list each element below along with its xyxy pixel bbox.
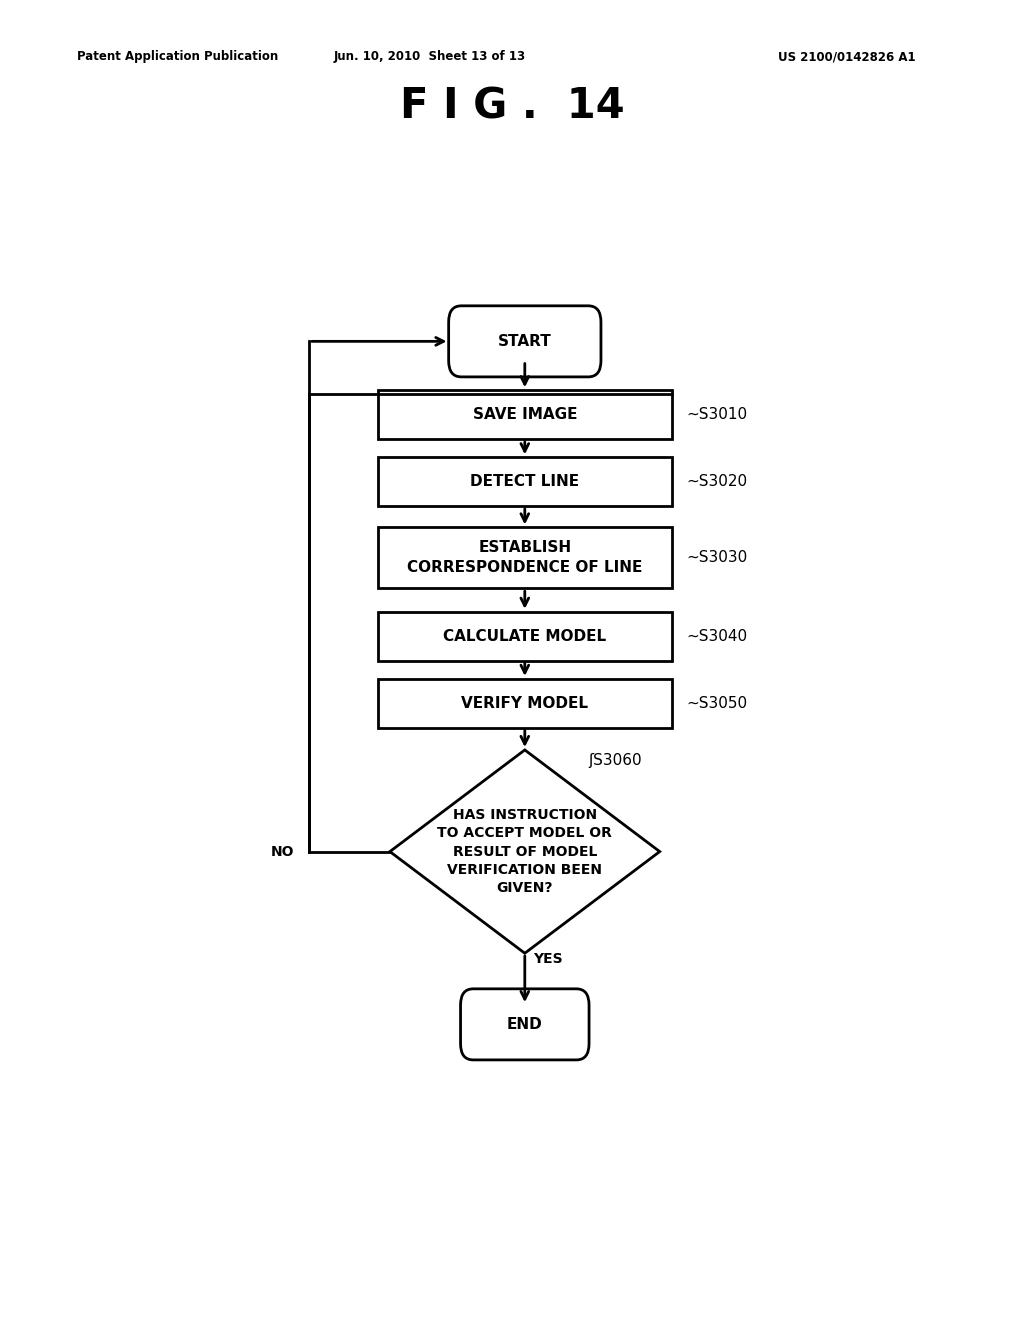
Text: Patent Application Publication: Patent Application Publication [77, 50, 279, 63]
Text: Jun. 10, 2010  Sheet 13 of 13: Jun. 10, 2010 Sheet 13 of 13 [334, 50, 526, 63]
Text: ʃS3060: ʃS3060 [588, 752, 642, 768]
Bar [378, 611, 672, 660]
Bar [378, 391, 672, 440]
Bar [378, 457, 672, 506]
Polygon shape [390, 750, 659, 953]
Text: ~S3020: ~S3020 [686, 474, 748, 490]
Text: YES: YES [532, 953, 562, 966]
Text: ~S3040: ~S3040 [686, 628, 748, 644]
Bar [378, 528, 672, 589]
Text: HAS INSTRUCTION
TO ACCEPT MODEL OR
RESULT OF MODEL
VERIFICATION BEEN
GIVEN?: HAS INSTRUCTION TO ACCEPT MODEL OR RESUL… [437, 808, 612, 895]
Text: START: START [498, 334, 552, 348]
Text: DETECT LINE: DETECT LINE [470, 474, 580, 490]
Text: CALCULATE MODEL: CALCULATE MODEL [443, 628, 606, 644]
Text: ESTABLISH
CORRESPONDENCE OF LINE: ESTABLISH CORRESPONDENCE OF LINE [408, 540, 642, 576]
Text: US 2100/0142826 A1: US 2100/0142826 A1 [778, 50, 915, 63]
Text: F I G .  14: F I G . 14 [399, 86, 625, 128]
Text: ~S3030: ~S3030 [686, 550, 748, 565]
FancyBboxPatch shape [461, 989, 589, 1060]
Text: SAVE IMAGE: SAVE IMAGE [472, 407, 578, 422]
FancyBboxPatch shape [449, 306, 601, 378]
Text: ~S3010: ~S3010 [686, 407, 748, 422]
Text: VERIFY MODEL: VERIFY MODEL [461, 696, 589, 710]
Text: NO: NO [271, 845, 295, 858]
Bar [378, 678, 672, 727]
Text: ~S3050: ~S3050 [686, 696, 748, 710]
Text: END: END [507, 1016, 543, 1032]
